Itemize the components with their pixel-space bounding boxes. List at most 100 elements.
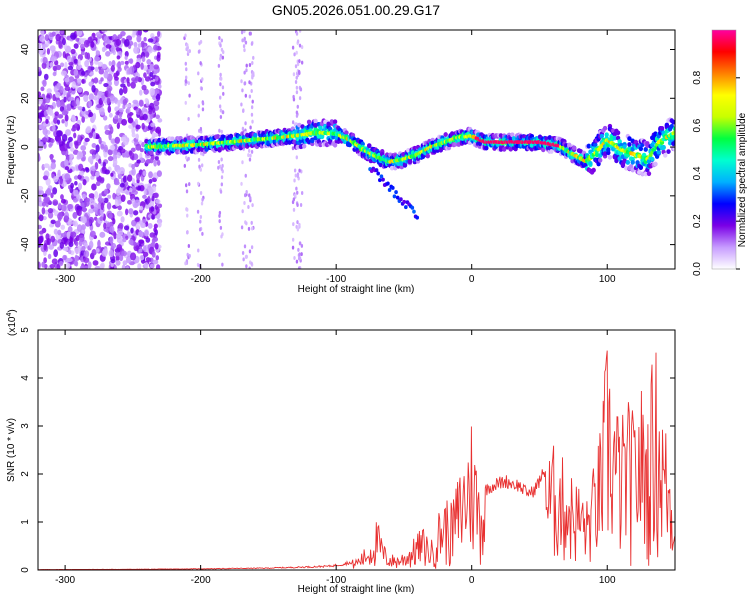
heatmap-cell: [46, 237, 51, 246]
heatmap-cell: [47, 253, 52, 260]
heatmap-cell: [149, 232, 156, 238]
snr-series-line: [38, 350, 676, 571]
heatmap-cell: [186, 43, 189, 48]
heatmap-cell: [130, 252, 137, 261]
heatmap-cell: [197, 49, 201, 54]
heatmap-cell: [41, 62, 47, 69]
heatmap-cell: [220, 129, 223, 134]
heatmap-cell: [221, 110, 225, 115]
heatmap-cell: [74, 247, 81, 254]
heatmap-cell: [47, 207, 54, 214]
heatmap-cell: [79, 198, 83, 204]
heatmap-cell: [241, 209, 244, 214]
heatmap-cell: [221, 85, 225, 90]
heatmap-cell: [40, 102, 46, 110]
heatmap-cell: [46, 187, 52, 196]
heatmap-cell: [90, 41, 95, 48]
heatmap-cell: [250, 149, 254, 154]
heatmap-cell: [204, 146, 209, 152]
heatmap-cell: [184, 61, 187, 66]
heatmap-cell: [104, 124, 109, 130]
heatmap-cell: [67, 203, 73, 210]
heatmap-cell: [220, 175, 224, 180]
heatmap-cell: [153, 64, 159, 70]
heatmap-cell: [94, 265, 101, 269]
heatmap-cell: [119, 182, 125, 188]
heatmap-cell: [67, 65, 74, 71]
heatmap-cell: [294, 173, 297, 178]
heatmap-cell: [46, 48, 51, 55]
heatmap-cell: [300, 243, 304, 248]
heatmap-cell: [128, 238, 134, 245]
heatmap-cell: [79, 37, 85, 44]
heatmap-cell: [150, 122, 156, 128]
heatmap-cell: [157, 203, 163, 209]
heatmap-cell: [95, 153, 100, 161]
heatmap-cell: [115, 47, 122, 52]
heatmap-cell: [117, 66, 122, 73]
heatmap-cell: [40, 30, 45, 37]
heatmap-cell: [150, 206, 155, 212]
heatmap-cell: [99, 177, 105, 184]
heatmap-cell: [250, 41, 254, 46]
heatmap-cell: [56, 130, 63, 137]
heatmap-cell: [201, 197, 204, 202]
heatmap-cell: [74, 180, 78, 186]
heatmap-cell: [298, 241, 302, 246]
heatmap-cell: [151, 251, 156, 258]
heatmap-cell: [148, 171, 153, 179]
figure-title: GN05.2026.051.00.29.G17: [272, 2, 440, 18]
heatmap-cell: [219, 114, 223, 119]
heatmap-cell: [219, 82, 222, 87]
heatmap-cell: [106, 202, 112, 210]
heatmap-cell: [144, 262, 149, 269]
heatmap-cell: [49, 62, 54, 68]
heatmap-cell: [77, 87, 83, 93]
heatmap-cell: [85, 110, 89, 115]
heatmap-cell: [38, 140, 42, 148]
heatmap-cell: [248, 94, 252, 99]
heatmap-cell: [54, 111, 59, 116]
heatmap-cell: [251, 99, 254, 104]
heatmap-cell: [88, 208, 93, 214]
heatmap-cell: [115, 38, 122, 46]
heatmap-cell: [77, 106, 83, 111]
heatmap-cell: [240, 102, 243, 107]
heatmap-cell: [291, 146, 295, 151]
heatmap-cell: [243, 70, 246, 75]
heatmap-cell: [126, 107, 131, 115]
heatmap-cell: [415, 215, 420, 220]
heatmap-cell: [45, 97, 51, 104]
heatmap-cell: [144, 76, 151, 82]
heatmap-cell: [51, 258, 58, 265]
heatmap-cell: [56, 119, 61, 125]
heatmap-cell: [38, 43, 42, 49]
heatmap-cell: [95, 134, 100, 140]
heatmap-cell: [38, 185, 44, 191]
y-tick-label: 40: [20, 44, 31, 56]
heatmap-cell: [42, 175, 49, 180]
heatmap-cell: [155, 93, 161, 102]
heatmap-cell: [98, 136, 102, 145]
heatmap-cell: [82, 216, 87, 224]
heatmap-cell: [139, 205, 144, 211]
heatmap-cell: [61, 237, 68, 245]
heatmap-cell: [114, 199, 119, 207]
heatmap-cell: [52, 71, 57, 77]
heatmap-cell: [89, 60, 94, 67]
heatmap-cell: [295, 110, 299, 115]
heatmap-cell: [296, 39, 300, 44]
heatmap-cell: [116, 244, 123, 251]
heatmap-cell: [109, 225, 115, 233]
heatmap-cell: [186, 49, 190, 54]
heatmap-cell: [57, 114, 64, 119]
heatmap-cell: [110, 65, 115, 72]
heatmap-cell: [38, 118, 41, 123]
heatmap-cell: [92, 112, 97, 121]
heatmap-cell: [201, 231, 204, 236]
heatmap-cell: [251, 119, 254, 124]
heatmap-cell: [116, 169, 121, 175]
heatmap-cell: [155, 126, 162, 134]
heatmap-cell: [124, 55, 128, 60]
